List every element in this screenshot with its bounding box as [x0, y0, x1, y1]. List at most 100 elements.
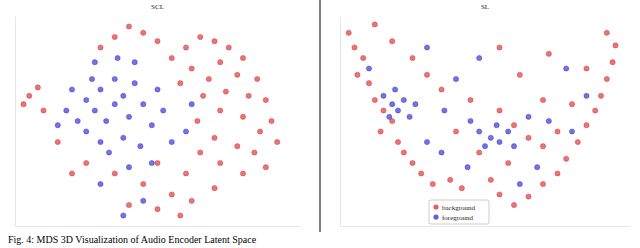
point	[240, 171, 245, 176]
point	[121, 93, 126, 98]
point	[141, 102, 146, 107]
plot-area	[21, 24, 280, 218]
point	[459, 186, 464, 191]
point	[255, 76, 260, 81]
series	[346, 22, 618, 208]
point	[526, 135, 531, 140]
point	[98, 139, 103, 144]
point	[212, 39, 217, 44]
point	[569, 102, 574, 107]
point	[149, 123, 154, 128]
point	[555, 171, 560, 176]
point	[106, 150, 111, 155]
point	[126, 165, 131, 170]
point	[69, 171, 74, 176]
point	[126, 114, 131, 119]
point	[372, 22, 377, 27]
point	[155, 39, 160, 44]
point	[477, 129, 482, 134]
point	[477, 55, 482, 60]
point	[89, 76, 94, 81]
series	[21, 24, 280, 218]
point	[511, 202, 516, 207]
point	[183, 171, 188, 176]
point	[546, 118, 551, 123]
point	[511, 144, 516, 149]
point	[497, 139, 502, 144]
point	[390, 102, 395, 107]
point	[226, 45, 231, 50]
point	[112, 102, 117, 107]
point	[613, 43, 618, 48]
point	[526, 114, 531, 119]
point	[584, 123, 589, 128]
y-axis	[340, 17, 341, 227]
point	[465, 165, 470, 170]
point	[155, 87, 160, 92]
point	[526, 194, 531, 199]
point	[75, 118, 80, 123]
point	[212, 186, 217, 191]
point	[223, 89, 228, 94]
point	[439, 150, 444, 155]
point	[169, 139, 174, 144]
divider	[320, 0, 321, 232]
x-axis	[16, 226, 301, 227]
point	[453, 76, 458, 81]
point	[41, 108, 46, 113]
legend-marker	[433, 204, 438, 209]
point	[195, 118, 200, 123]
point	[141, 198, 146, 203]
point	[141, 181, 146, 186]
point	[269, 118, 274, 123]
point	[155, 160, 160, 165]
point	[604, 76, 609, 81]
point	[410, 55, 415, 60]
point	[355, 72, 360, 77]
point	[511, 123, 516, 128]
point	[378, 129, 383, 134]
point	[395, 139, 400, 144]
panel: SCL	[16, 3, 301, 227]
y-axis	[15, 17, 16, 227]
point	[126, 202, 131, 207]
point	[138, 144, 143, 149]
legend-box	[429, 200, 489, 224]
point	[212, 135, 217, 140]
title: SL	[481, 3, 489, 11]
point	[235, 72, 240, 77]
point	[424, 139, 429, 144]
point	[419, 171, 424, 176]
legend-label: background	[442, 204, 476, 212]
point	[506, 129, 511, 134]
point	[183, 45, 188, 50]
caption: Fig. 4: MDS 3D Visualization of Audio En…	[8, 234, 257, 245]
point	[258, 129, 263, 134]
point	[132, 81, 137, 86]
point	[218, 108, 223, 113]
point	[366, 66, 371, 71]
point	[497, 192, 502, 197]
point	[366, 81, 371, 86]
point	[401, 150, 406, 155]
figure: SCLSLbackgroundforegroundFig. 4: MDS 3D …	[0, 0, 640, 248]
point	[610, 60, 615, 65]
point	[468, 97, 473, 102]
point	[206, 76, 211, 81]
point	[424, 72, 429, 77]
point	[218, 160, 223, 165]
point	[121, 213, 126, 218]
point	[540, 181, 545, 186]
point	[104, 118, 109, 123]
point	[540, 144, 545, 149]
point	[198, 150, 203, 155]
point	[201, 93, 206, 98]
point	[98, 87, 103, 92]
point	[112, 34, 117, 39]
point	[569, 129, 574, 134]
legend-marker	[433, 214, 438, 219]
point	[604, 30, 609, 35]
point	[482, 144, 487, 149]
axis-line	[340, 17, 341, 227]
point	[387, 114, 392, 119]
